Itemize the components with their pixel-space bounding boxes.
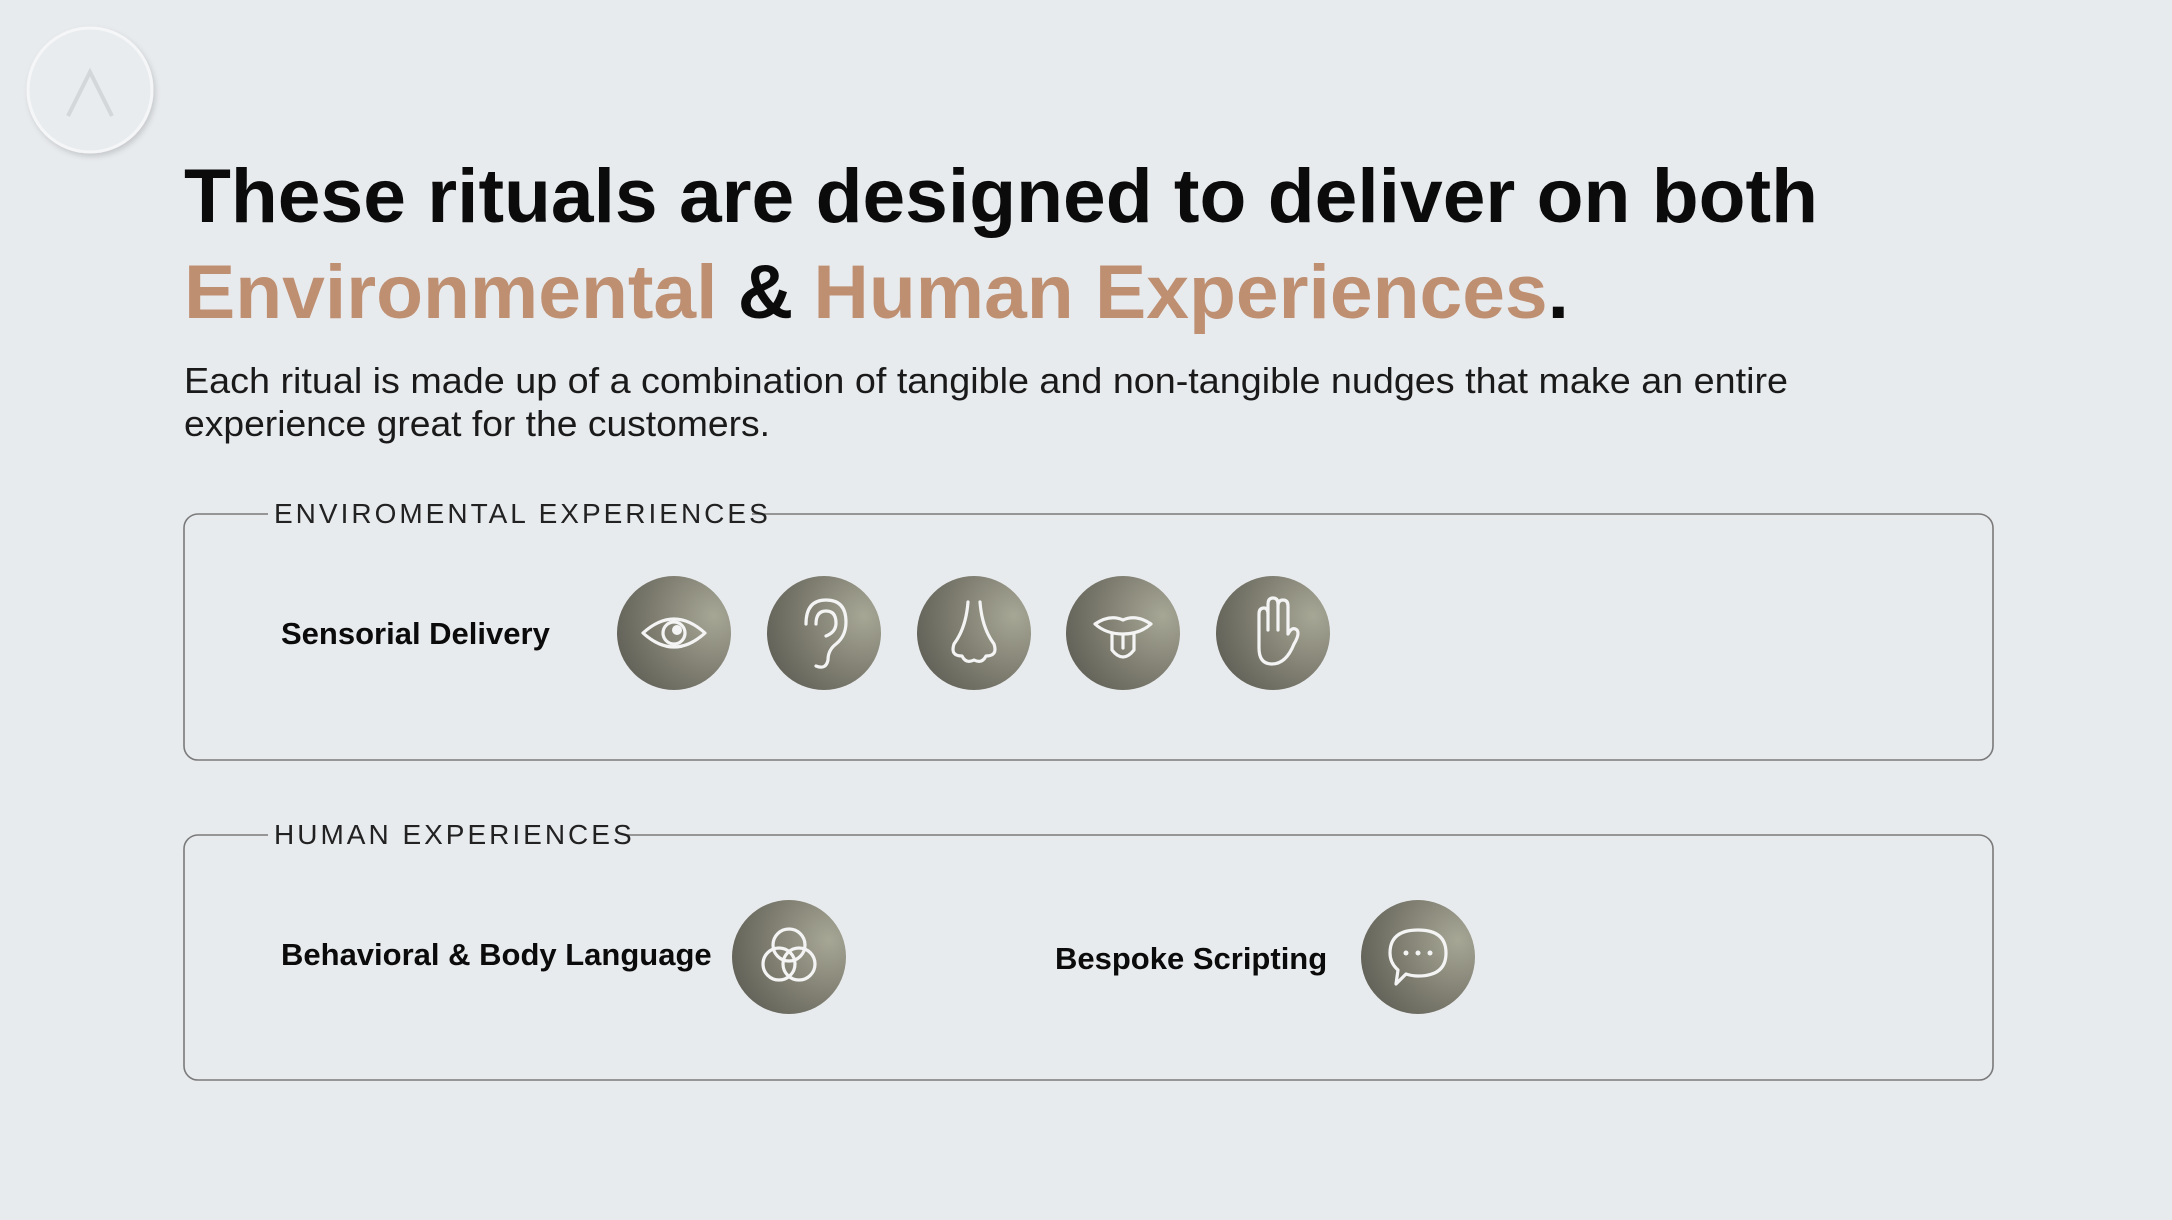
title-highlight: Human Experiences — [813, 250, 1547, 335]
section-label: ENVIROMENTAL EXPERIENCES — [274, 498, 771, 529]
item-label: Sensorial Delivery — [281, 616, 551, 651]
item-label: Behavioral & Body Language — [281, 937, 712, 972]
logo[interactable] — [26, 26, 154, 154]
section-box — [183, 513, 1994, 761]
chat-icon — [1361, 900, 1475, 1014]
title-highlight: Environmental — [184, 250, 718, 335]
eye-icon — [617, 576, 731, 690]
hand-icon — [1216, 576, 1330, 690]
section-box — [183, 834, 1994, 1081]
ear-icon — [767, 576, 881, 690]
subtitle-line-2: experience great for the customers. — [184, 403, 770, 444]
title-connector: & — [738, 250, 793, 335]
tongue-icon — [1066, 576, 1180, 690]
nose-icon — [917, 576, 1031, 690]
legend-gap — [268, 819, 624, 849]
title-line-2: Environmental & Human Experiences. — [184, 250, 1569, 335]
section-label: HUMAN EXPERIENCES — [274, 819, 635, 850]
legend-gap — [268, 498, 752, 528]
title-line-1: These rituals are designed to deliver on… — [184, 154, 1818, 239]
title-end: . — [1548, 250, 1569, 335]
subtitle-line-1: Each ritual is made up of a combination … — [184, 360, 1788, 401]
item-label: Bespoke Scripting — [1055, 941, 1327, 976]
venn-icon — [732, 900, 846, 1014]
